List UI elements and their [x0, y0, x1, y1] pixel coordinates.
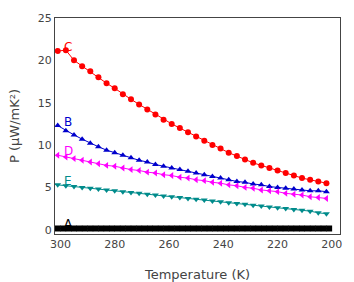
svg-text:300: 300 [50, 238, 71, 251]
svg-text:20: 20 [38, 54, 52, 67]
svg-text:A: A [64, 217, 73, 231]
svg-text:260: 260 [159, 238, 180, 251]
svg-text:Temperature (K): Temperature (K) [144, 267, 250, 282]
svg-text:0: 0 [45, 224, 52, 237]
svg-text:220: 220 [267, 238, 288, 251]
svg-text:15: 15 [38, 97, 52, 110]
svg-text:10: 10 [38, 139, 52, 152]
svg-text:B: B [64, 115, 72, 129]
svg-text:200: 200 [321, 238, 342, 251]
svg-text:D: D [64, 144, 73, 158]
svg-text:E: E [64, 174, 72, 188]
svg-text:C: C [64, 40, 72, 54]
svg-text:240: 240 [213, 238, 234, 251]
svg-text:5: 5 [45, 181, 52, 194]
svg-text:P (μW/mK²): P (μW/mK²) [7, 89, 22, 163]
svg-text:280: 280 [104, 238, 125, 251]
svg-text:25: 25 [38, 12, 52, 25]
